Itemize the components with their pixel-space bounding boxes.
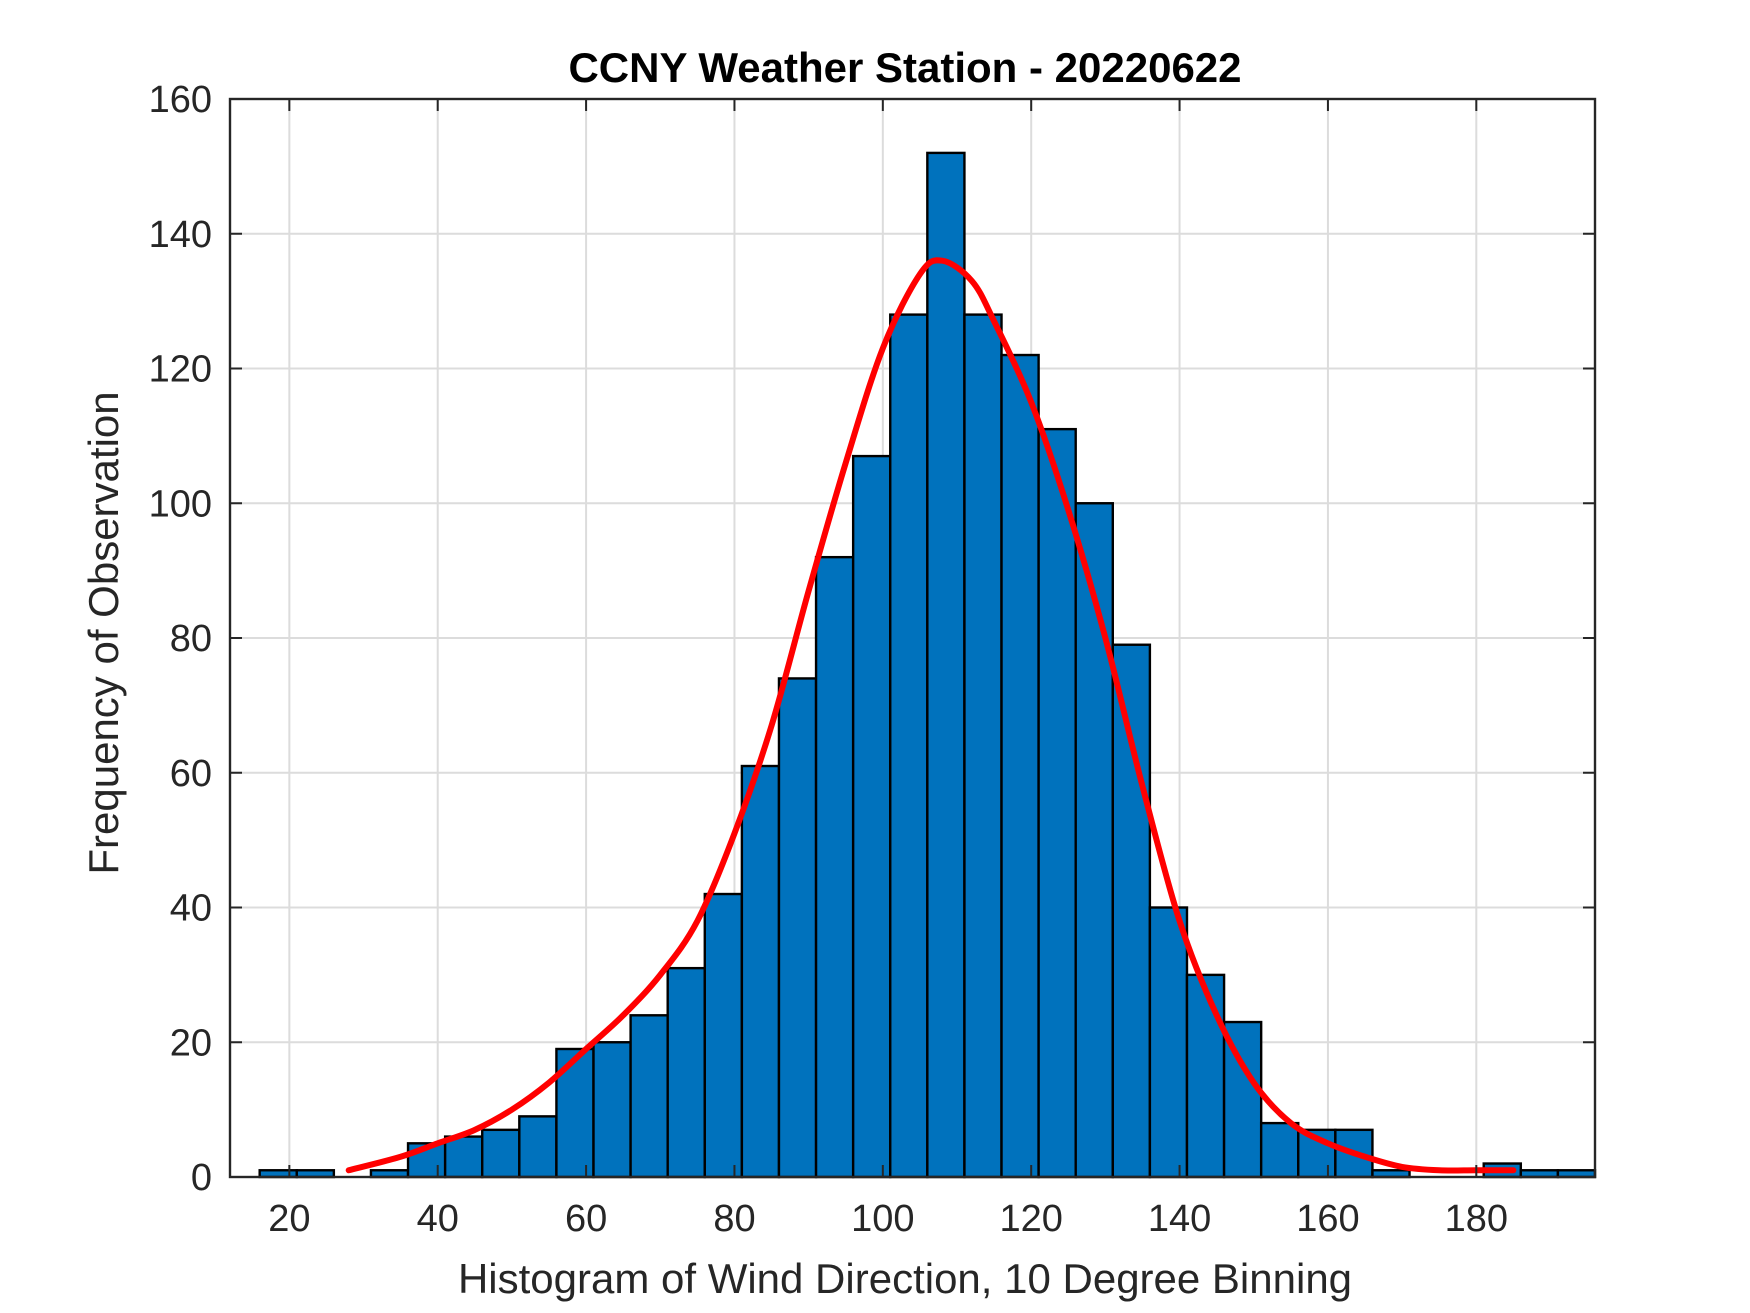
histogram-bar (777, 677, 818, 1179)
fit-curve (345, 257, 1517, 1174)
y-tick-label: 160 (149, 79, 212, 121)
histogram-bar (1148, 906, 1189, 1179)
fit-curve-layer (345, 257, 1517, 1174)
histogram-bar (851, 454, 892, 1179)
histogram-bar (889, 313, 929, 1179)
histogram-bar (592, 1041, 632, 1179)
y-tick-label: 120 (149, 349, 212, 391)
y-tick-label: 80 (170, 618, 212, 660)
histogram-bar (1074, 502, 1114, 1179)
histogram-bar (963, 313, 1003, 1179)
histogram-bar (481, 1128, 521, 1179)
histogram-bar (1037, 427, 1077, 1179)
histogram-bar (1185, 973, 1226, 1179)
x-tick-label: 100 (851, 1198, 914, 1240)
x-tick-label: 60 (565, 1198, 607, 1240)
y-tick-label: 20 (170, 1022, 212, 1064)
y-tick-label: 140 (149, 214, 212, 256)
histogram-bar (740, 764, 781, 1179)
histogram-bar (1111, 643, 1152, 1179)
histogram-bar (1259, 1121, 1300, 1179)
histogram-bar (814, 555, 855, 1179)
y-tick-label: 0 (191, 1157, 212, 1199)
x-axis-label: Histogram of Wind Direction, 10 Degree B… (458, 1255, 1352, 1302)
x-tick-label: 120 (999, 1198, 1062, 1240)
x-tick-label: 180 (1445, 1198, 1508, 1240)
chart-title: CCNY Weather Station - 20220622 (568, 44, 1241, 91)
histogram-bar (666, 966, 706, 1179)
histogram-bars (258, 151, 1597, 1179)
x-tick-label: 160 (1296, 1198, 1359, 1240)
x-tick-label: 80 (713, 1198, 755, 1240)
histogram-bar (1000, 353, 1040, 1179)
histogram-bar (443, 1135, 484, 1179)
y-tick-label: 100 (149, 483, 212, 525)
y-tick-label: 40 (170, 888, 212, 930)
x-tick-label: 40 (417, 1198, 459, 1240)
histogram-bar (703, 892, 744, 1179)
x-tick-label: 140 (1148, 1198, 1211, 1240)
histogram-bar (518, 1115, 558, 1179)
histogram-bar (629, 1014, 669, 1179)
histogram-bar (926, 151, 966, 1179)
axes: 20 40 60 80 100 120 140 160 180 0 20 40 60 80 100 120 14… (149, 79, 1597, 1240)
y-tick-label: 60 (170, 753, 212, 795)
y-axis-label: Frequency of Observation (80, 391, 127, 874)
x-tick-label: 20 (268, 1198, 310, 1240)
